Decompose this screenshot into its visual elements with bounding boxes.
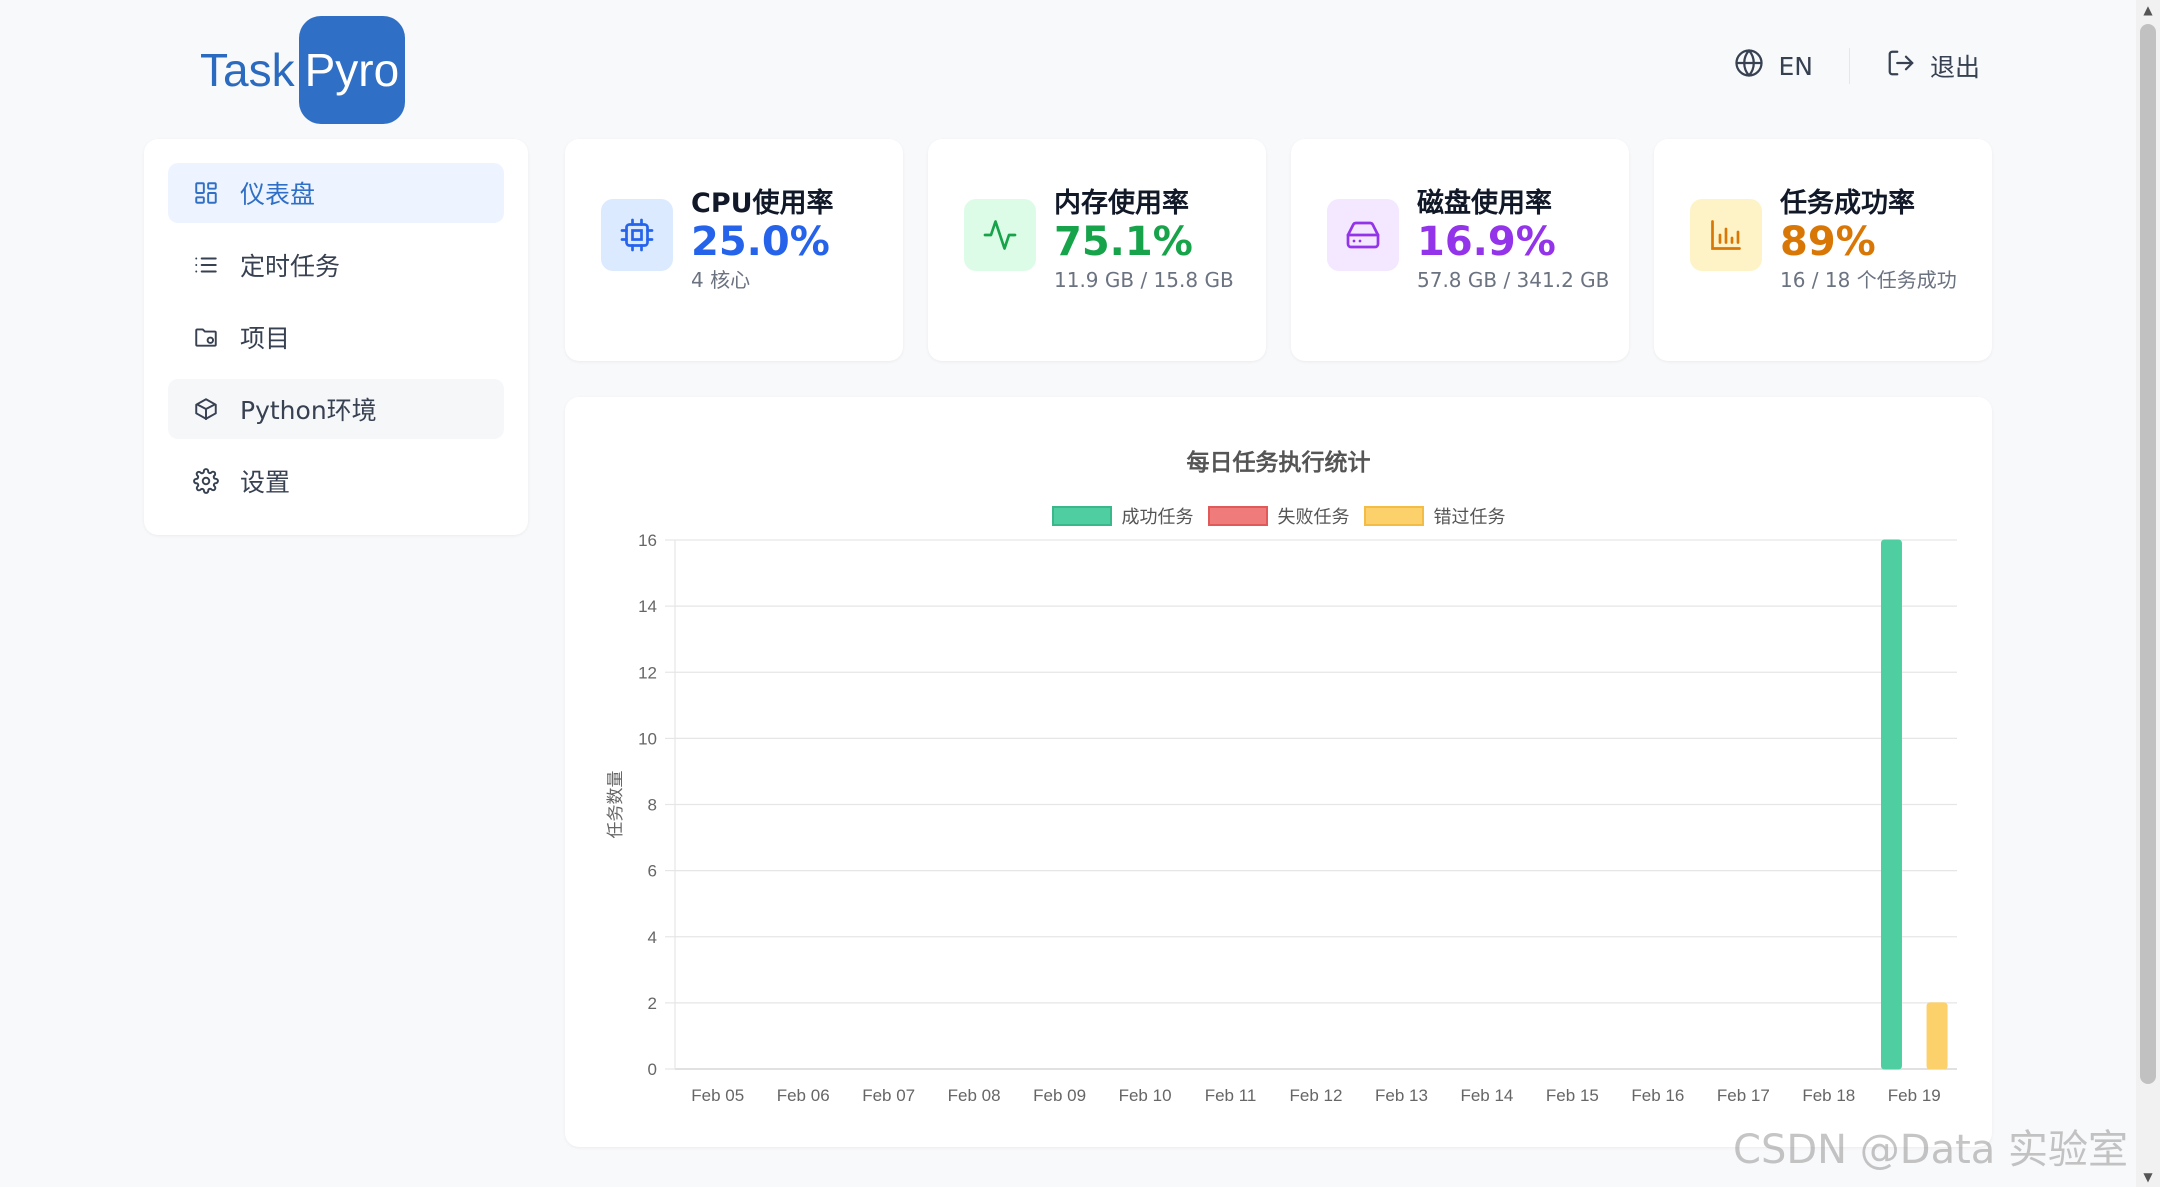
- sidebar-item-label: 仪表盘: [240, 180, 316, 209]
- stat-subtext: 4 核心: [691, 268, 751, 292]
- stat-title: 任务成功率: [1780, 188, 1915, 219]
- x-tick-label: Feb 09: [1033, 1086, 1086, 1105]
- gear-icon: [192, 467, 220, 495]
- sidebar: 仪表盘 定时任务 项目 Python环境 设置: [144, 139, 528, 535]
- y-tick-label: 10: [638, 729, 657, 748]
- stat-subtext: 11.9 GB / 15.8 GB: [1054, 268, 1234, 292]
- scroll-down-icon[interactable]: ▼: [2143, 1170, 2153, 1184]
- sidebar-item-scheduled-tasks[interactable]: 定时任务: [168, 235, 504, 295]
- bar-success: [1880, 539, 1902, 1070]
- legend-swatch: [1207, 506, 1268, 526]
- y-axis-label: 任务数量: [606, 771, 625, 839]
- cpu-icon: [601, 199, 673, 271]
- x-tick-label: Feb 14: [1460, 1086, 1513, 1105]
- sidebar-item-label: 设置: [240, 468, 291, 497]
- x-tick-label: Feb 05: [691, 1086, 744, 1105]
- x-tick-label: Feb 11: [1205, 1086, 1257, 1105]
- logo-text-task: Task: [200, 44, 295, 96]
- scroll-up-icon[interactable]: ▲: [2143, 3, 2153, 17]
- bar-missed: [1926, 1002, 1948, 1070]
- activity-icon: [964, 199, 1036, 271]
- x-tick-label: Feb 06: [777, 1086, 830, 1105]
- globe-icon: [1734, 48, 1764, 84]
- x-tick-label: Feb 10: [1119, 1086, 1172, 1105]
- x-tick-label: Feb 13: [1375, 1086, 1428, 1105]
- stat-value: 25.0%: [691, 219, 830, 265]
- language-switch-button[interactable]: EN: [1734, 48, 1813, 84]
- x-tick-label: Feb 17: [1717, 1086, 1770, 1105]
- y-tick-label: 0: [648, 1060, 657, 1079]
- legend-label: 错过任务: [1433, 507, 1506, 528]
- stat-card-success-rate: 任务成功率 89% 16 / 18 个任务成功: [1654, 139, 1992, 361]
- stat-value: 16.9%: [1417, 219, 1556, 265]
- legend-item-failed[interactable]: 失败任务: [1207, 503, 1350, 529]
- logo-text-pyro: Pyro: [298, 16, 406, 124]
- stat-title: 磁盘使用率: [1417, 188, 1552, 219]
- chart-title: 每日任务执行统计: [1186, 450, 1371, 476]
- scrollbar-thumb[interactable]: [2140, 24, 2156, 1084]
- stat-card-disk: 磁盘使用率 16.9% 57.8 GB / 341.2 GB: [1291, 139, 1629, 361]
- stat-card-cpu: CPU使用率 25.0% 4 核心: [565, 139, 903, 361]
- dashboard-icon: [192, 179, 220, 207]
- sidebar-item-projects[interactable]: 项目: [168, 307, 504, 367]
- stat-card-memory: 内存使用率 75.1% 11.9 GB / 15.8 GB: [928, 139, 1266, 361]
- sidebar-item-settings[interactable]: 设置: [168, 451, 504, 511]
- x-tick-label: Feb 08: [948, 1086, 1001, 1105]
- legend-item-missed[interactable]: 错过任务: [1363, 503, 1506, 529]
- sidebar-item-label: Python环境: [240, 396, 377, 425]
- chart-legend: 成功任务 失败任务 错过任务: [565, 503, 1992, 529]
- bar-chart: 0 2 4 6 8 10 12 14 16 任务数量 Feb 05 Feb 06 Feb 07 Feb 0…: [606, 531, 1957, 1105]
- x-tick-label: Feb 18: [1802, 1086, 1855, 1105]
- stat-value: 75.1%: [1054, 219, 1193, 265]
- app-logo[interactable]: Task Pyro: [200, 16, 406, 124]
- sidebar-item-dashboard[interactable]: 仪表盘: [168, 163, 504, 223]
- bar-chart-icon: [1690, 199, 1762, 271]
- y-tick-label: 14: [638, 597, 657, 616]
- header-actions: EN 退出: [1734, 48, 1980, 84]
- legend-item-success[interactable]: 成功任务: [1051, 503, 1194, 529]
- y-tick-label: 12: [638, 663, 657, 682]
- x-tick-label: Feb 16: [1631, 1086, 1684, 1105]
- x-tick-label: Feb 07: [862, 1086, 915, 1105]
- y-tick-label: 6: [648, 862, 657, 881]
- legend-label: 失败任务: [1277, 507, 1350, 528]
- chart-panel: 每日任务执行统计 成功任务 失败任务 错过任务 0 2 4 6 8 10 12 14 16 任务数…: [565, 397, 1992, 1147]
- sidebar-item-python-env[interactable]: Python环境: [168, 379, 504, 439]
- x-tick-label: Feb 15: [1546, 1086, 1599, 1105]
- page-scrollbar[interactable]: ▲ ▼: [2136, 0, 2160, 1187]
- logout-button[interactable]: 退出: [1886, 48, 1980, 84]
- x-tick-label: Feb 12: [1290, 1086, 1343, 1105]
- y-tick-label: 4: [648, 928, 657, 947]
- legend-swatch: [1051, 506, 1112, 526]
- stat-value: 89%: [1780, 219, 1876, 265]
- stat-title: CPU使用率: [691, 188, 834, 219]
- list-icon: [192, 251, 220, 279]
- logout-icon: [1886, 48, 1916, 84]
- y-tick-label: 16: [638, 531, 657, 550]
- sidebar-item-label: 定时任务: [240, 252, 341, 281]
- stat-subtext: 57.8 GB / 341.2 GB: [1417, 268, 1610, 292]
- sidebar-item-label: 项目: [240, 324, 291, 353]
- y-tick-label: 8: [648, 796, 657, 815]
- language-label: EN: [1778, 51, 1813, 81]
- watermark: CSDN @Data 实验室: [1733, 1127, 2128, 1173]
- header-divider: [1848, 48, 1850, 84]
- folder-icon: [192, 323, 220, 351]
- stat-subtext: 16 / 18 个任务成功: [1780, 268, 1957, 292]
- legend-swatch: [1363, 506, 1424, 526]
- x-tick-label: Feb 19: [1888, 1086, 1941, 1105]
- stat-title: 内存使用率: [1054, 188, 1189, 219]
- cube-icon: [192, 395, 220, 423]
- hard-drive-icon: [1327, 199, 1399, 271]
- legend-label: 成功任务: [1121, 507, 1194, 528]
- y-tick-label: 2: [648, 994, 657, 1013]
- logout-label: 退出: [1929, 53, 1980, 82]
